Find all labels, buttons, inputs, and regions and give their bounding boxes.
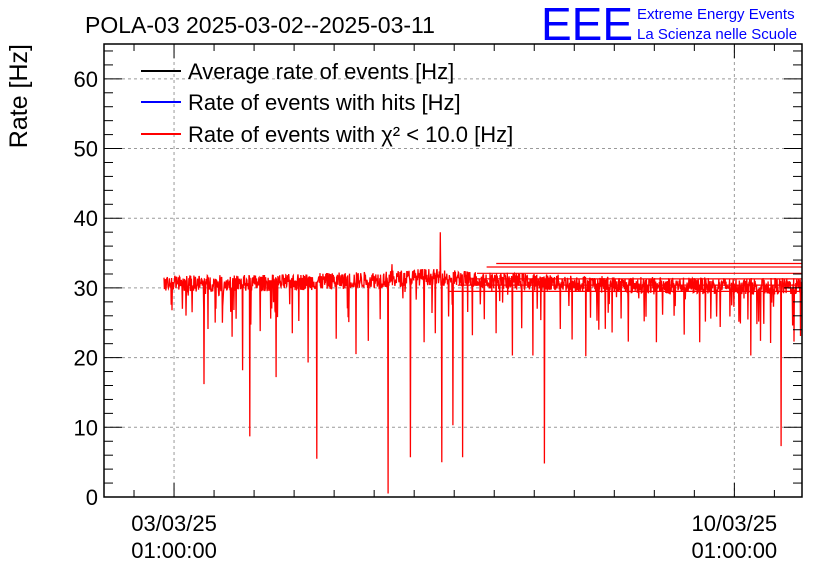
y-tick-label: 0 xyxy=(86,485,98,510)
series-layer xyxy=(163,232,803,494)
y-tick-label: 20 xyxy=(74,346,98,371)
eee-logo: EEE Extreme Energy Events La Scienza nel… xyxy=(541,0,797,50)
x-tick-label-date: 10/03/25 xyxy=(692,511,778,536)
logo-line-2: La Scienza nelle Scuole xyxy=(637,26,797,43)
y-tick-label: 60 xyxy=(74,67,98,92)
y-tick-label: 50 xyxy=(74,137,98,162)
chart-title: POLA-03 2025-03-02--2025-03-11 xyxy=(85,12,435,38)
legend-label-chi2: Rate of events with χ² < 10.0 [Hz] xyxy=(188,122,513,147)
logo-line-1: Extreme Energy Events xyxy=(637,6,795,23)
x-tick-label-date: 03/03/25 xyxy=(131,511,217,536)
legend-label-average: Average rate of events [Hz] xyxy=(188,59,454,84)
legend-label-hits: Rate of events with hits [Hz] xyxy=(188,90,461,115)
x-tick-label-time: 01:00:00 xyxy=(692,538,778,563)
logo-mark: EEE xyxy=(541,0,633,50)
y-axis-label: Rate [Hz] xyxy=(5,44,33,148)
legend: Average rate of events [Hz] Rate of even… xyxy=(141,59,513,147)
y-tick-label: 30 xyxy=(74,276,98,301)
x-tick-label-time: 01:00:00 xyxy=(131,538,217,563)
y-tick-label: 40 xyxy=(74,206,98,231)
plot-border xyxy=(103,43,803,498)
plot-frame xyxy=(103,43,803,498)
y-axis: 0 10 20 30 40 50 60 xyxy=(74,50,802,510)
y-tick-label: 10 xyxy=(74,415,98,440)
series-line-chi2 xyxy=(163,232,803,494)
